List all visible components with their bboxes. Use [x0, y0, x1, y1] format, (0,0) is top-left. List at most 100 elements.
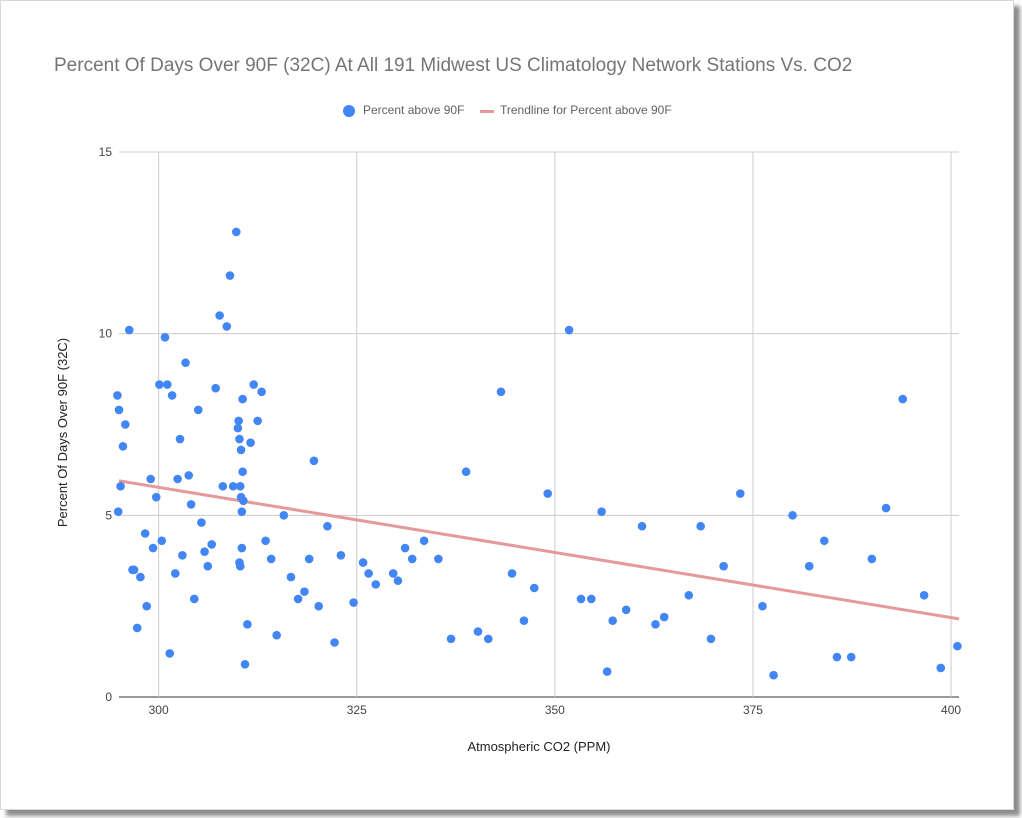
data-point[interactable] — [170, 569, 180, 578]
data-point[interactable] — [446, 634, 456, 644]
data-point[interactable] — [173, 474, 182, 484]
data-point[interactable] — [867, 554, 877, 564]
data-point[interactable] — [758, 601, 767, 611]
data-point[interactable] — [235, 481, 245, 491]
data-point[interactable] — [473, 627, 483, 636]
data-point[interactable] — [239, 496, 248, 506]
data-point[interactable] — [163, 380, 172, 389]
data-point[interactable] — [228, 481, 238, 491]
data-point[interactable] — [651, 620, 660, 629]
data-point[interactable] — [222, 322, 232, 331]
data-point[interactable] — [116, 481, 125, 491]
data-point[interactable] — [358, 558, 368, 567]
data-point[interactable] — [165, 649, 175, 658]
data-point[interactable] — [118, 442, 128, 451]
data-point[interactable] — [696, 521, 705, 531]
data-point[interactable] — [186, 500, 196, 509]
data-point[interactable] — [393, 576, 403, 586]
data-point[interactable] — [114, 405, 124, 415]
data-point[interactable] — [181, 358, 190, 368]
data-point[interactable] — [178, 551, 187, 560]
data-point[interactable] — [121, 420, 130, 429]
data-point[interactable] — [125, 325, 134, 335]
data-point[interactable] — [388, 569, 398, 578]
data-point[interactable] — [461, 467, 471, 477]
data-point[interactable] — [621, 605, 631, 615]
data-point[interactable] — [189, 594, 199, 604]
data-point[interactable] — [637, 521, 647, 531]
data-point[interactable] — [207, 540, 217, 549]
data-point[interactable] — [160, 333, 170, 342]
data-point[interactable] — [330, 638, 339, 647]
data-point[interactable] — [261, 536, 270, 546]
data-point[interactable] — [157, 536, 167, 546]
data-point[interactable] — [434, 554, 443, 564]
data-point[interactable] — [286, 572, 296, 582]
data-point[interactable] — [371, 580, 381, 589]
data-point[interactable] — [225, 271, 235, 280]
data-point[interactable] — [719, 561, 728, 571]
data-point[interactable] — [364, 569, 373, 578]
data-point[interactable] — [151, 492, 161, 502]
data-point[interactable] — [314, 601, 323, 611]
data-point[interactable] — [832, 652, 842, 662]
data-point[interactable] — [597, 507, 606, 516]
data-point[interactable] — [266, 554, 276, 564]
data-point[interactable] — [200, 547, 209, 556]
data-point[interactable] — [240, 660, 250, 669]
data-point[interactable] — [113, 507, 123, 516]
data-point[interactable] — [155, 380, 164, 389]
data-point[interactable] — [184, 471, 194, 480]
data-point[interactable] — [236, 445, 246, 455]
data-point[interactable] — [846, 652, 856, 662]
data-point[interactable] — [238, 467, 247, 477]
data-point[interactable] — [309, 456, 319, 466]
data-point[interactable] — [246, 438, 255, 447]
data-point[interactable] — [936, 663, 946, 673]
data-point[interactable] — [129, 565, 139, 575]
data-point[interactable] — [543, 489, 553, 498]
data-point[interactable] — [323, 521, 332, 531]
data-point[interactable] — [519, 616, 529, 625]
data-point[interactable] — [253, 416, 262, 426]
data-point[interactable] — [529, 583, 539, 593]
data-point[interactable] — [336, 551, 346, 560]
data-point[interactable] — [919, 590, 929, 600]
data-point[interactable] — [304, 554, 314, 564]
data-point[interactable] — [769, 670, 778, 680]
data-point[interactable] — [237, 507, 247, 516]
data-point[interactable] — [483, 634, 493, 644]
data-point[interactable] — [237, 543, 247, 553]
data-point[interactable] — [175, 434, 185, 444]
data-point[interactable] — [140, 529, 150, 538]
data-point[interactable] — [659, 612, 669, 622]
data-point[interactable] — [233, 423, 243, 433]
data-point[interactable] — [148, 543, 158, 553]
data-point[interactable] — [272, 630, 281, 640]
data-point[interactable] — [804, 561, 814, 571]
data-point[interactable] — [257, 387, 266, 397]
data-point[interactable] — [211, 383, 220, 393]
data-point[interactable] — [215, 311, 224, 320]
data-point[interactable] — [300, 587, 309, 596]
data-point[interactable] — [279, 511, 289, 520]
data-point[interactable] — [496, 387, 506, 397]
data-point[interactable] — [564, 325, 574, 335]
data-point[interactable] — [197, 518, 206, 527]
data-point[interactable] — [146, 474, 155, 484]
data-point[interactable] — [167, 391, 177, 400]
data-point[interactable] — [587, 594, 596, 604]
data-point[interactable] — [235, 434, 244, 444]
data-point[interactable] — [235, 561, 245, 571]
data-point[interactable] — [419, 536, 429, 546]
data-point[interactable] — [507, 569, 517, 578]
data-point[interactable] — [608, 616, 617, 625]
data-point[interactable] — [735, 489, 745, 498]
data-point[interactable] — [132, 623, 142, 633]
data-point[interactable] — [602, 667, 612, 676]
data-point[interactable] — [706, 634, 716, 644]
data-point[interactable] — [142, 601, 152, 611]
data-point[interactable] — [136, 572, 145, 582]
data-point[interactable] — [684, 590, 694, 600]
data-point[interactable] — [953, 641, 962, 651]
